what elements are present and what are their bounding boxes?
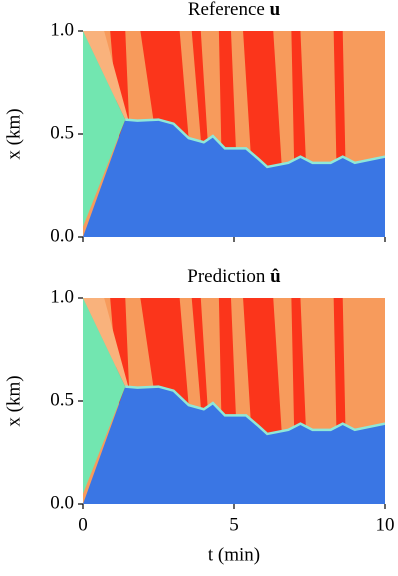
y-axis-label: x (km) [3,375,24,426]
shock-band [333,298,346,443]
y-tick-label: 1.0 [50,286,74,307]
y-tick-label: 0.0 [50,225,74,246]
title-symbol: û [270,266,281,287]
upstream-wedge [83,31,129,120]
panel-title: Reference u [188,0,281,20]
title-text: Reference [188,0,265,20]
panel-title: Prediction û [187,266,281,287]
queue-region [83,386,385,504]
y-tick-label: 0.0 [50,492,74,513]
title-text: Prediction [187,266,266,287]
y-tick-label: 0.5 [50,389,74,410]
y-tick-label: 1.0 [50,19,74,40]
x-tick-label: 5 [229,514,239,535]
y-axis-label: x (km) [3,108,24,159]
shock-band [291,31,307,176]
upstream-wedge [83,298,129,387]
title-symbol: u [270,0,281,20]
x-axis-label: t (min) [208,544,260,565]
shock-band [243,298,283,443]
shock-band [191,298,210,443]
shock-band [333,31,346,176]
shock-front [125,385,385,436]
shock-band [191,31,210,176]
shock-band [218,298,238,443]
free-flow-region [83,31,126,227]
x-tick-label: 0 [78,514,88,535]
y-tick-label: 0.5 [50,122,74,143]
heatmap [83,31,385,237]
shock-band [218,31,238,176]
free-flow-region [83,298,126,494]
shock-band [243,31,283,176]
queue-region [83,119,385,237]
shock-band [291,298,307,443]
x-tick-label: 10 [376,514,395,535]
heatmap [83,298,385,504]
shock-front [125,118,385,169]
